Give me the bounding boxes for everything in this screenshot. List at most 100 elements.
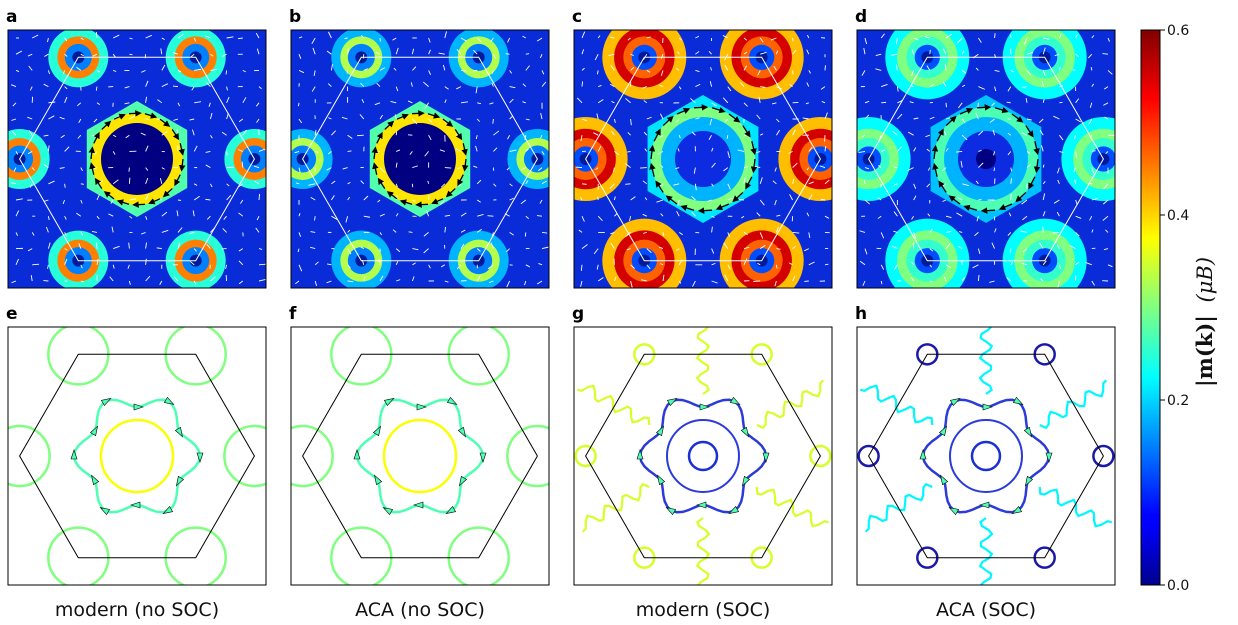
- map-ring-arrow: [454, 129, 463, 141]
- map-vector: [1022, 248, 1028, 253]
- map-vector: [210, 68, 218, 71]
- map-vector: [330, 63, 333, 71]
- map-vector: [978, 130, 984, 136]
- map-ring-arrow: [457, 174, 464, 187]
- map-vector: [897, 146, 903, 152]
- map-vector: [64, 53, 68, 57]
- map-vector: [363, 195, 369, 201]
- map-vector: [694, 183, 697, 191]
- map-vector: [630, 264, 635, 269]
- map-vector: [864, 199, 870, 205]
- map-vector: [509, 149, 517, 152]
- fermi-arrow: [1045, 452, 1053, 463]
- map-vector: [880, 33, 885, 39]
- map-vector: [112, 151, 116, 155]
- map-vector: [580, 280, 583, 287]
- map-vector: [47, 216, 50, 221]
- map-vector: [743, 51, 748, 55]
- map-vector: [297, 248, 300, 253]
- map-vector: [805, 102, 809, 105]
- map-vector: [759, 177, 763, 184]
- map-vector: [707, 199, 712, 202]
- map-vector: [1008, 212, 1012, 217]
- map-vector: [675, 167, 680, 170]
- map-vector: [775, 264, 778, 269]
- map-vector: [393, 67, 397, 71]
- map-vector: [807, 34, 810, 39]
- map-vector: [594, 53, 599, 61]
- fermi-arrow: [130, 501, 141, 509]
- map-vector: [690, 98, 696, 104]
- map-ring-arrow: [101, 120, 112, 130]
- fermi-arrow: [1023, 426, 1032, 438]
- panel-label-f: f: [289, 304, 297, 324]
- map-ring-arrow: [750, 141, 757, 156]
- fermi-pocket-3: [8, 424, 51, 488]
- map-vector: [806, 212, 810, 217]
- map-vector: [596, 70, 599, 75]
- map-vector: [327, 263, 332, 266]
- map-vector: [975, 67, 979, 71]
- map-vector: [476, 199, 481, 203]
- map-vector: [362, 54, 365, 59]
- map-vector: [492, 118, 494, 124]
- map-vector: [541, 180, 547, 185]
- map-vector: [609, 83, 615, 87]
- map-vector: [428, 49, 431, 55]
- map-vector: [210, 183, 213, 188]
- map-vector: [11, 280, 17, 284]
- fermi-arrow: [89, 425, 99, 437]
- map-vector: [31, 232, 35, 236]
- map-vector: [177, 102, 181, 107]
- map-vector: [757, 70, 761, 76]
- map-ring-arrow: [415, 201, 429, 208]
- map-vector: [1026, 151, 1031, 154]
- panel-frame: [290, 326, 550, 586]
- brillouin-zone: [302, 353, 538, 559]
- map-vector: [896, 86, 899, 92]
- map-vector: [820, 198, 826, 201]
- panel-frame: [856, 326, 1116, 586]
- map-vector: [961, 276, 966, 282]
- map-vector: [609, 183, 615, 190]
- map-vector: [47, 264, 49, 269]
- map-vector: [994, 86, 997, 92]
- map-vector: [1088, 53, 1093, 59]
- fermi-mid-contour: [949, 419, 1023, 493]
- map-vector: [127, 264, 130, 269]
- map-vector: [43, 199, 49, 202]
- map-vector: [691, 211, 696, 217]
- map-vector: [925, 134, 930, 138]
- map-vector: [806, 82, 810, 87]
- map-vector: [641, 86, 647, 89]
- map-vector: [978, 198, 982, 201]
- map-vector: [110, 199, 114, 204]
- map-vector: [193, 183, 198, 186]
- fermi-arrow: [741, 475, 751, 487]
- map-vector: [507, 134, 510, 140]
- map-ring-arrow: [93, 131, 100, 144]
- map-vector: [975, 180, 979, 185]
- map-vector: [193, 248, 197, 252]
- map-vector: [711, 280, 718, 284]
- map-ring-arrow: [113, 113, 126, 120]
- map-vector: [792, 129, 796, 136]
- map-ring-arrow: [442, 118, 454, 127]
- map-vector: [80, 232, 84, 236]
- map-vector: [792, 70, 794, 75]
- map-vector: [993, 167, 996, 172]
- map-vector: [327, 83, 332, 87]
- map-vector: [864, 100, 870, 104]
- map-vector: [489, 102, 494, 105]
- map-vector: [711, 183, 714, 187]
- fermi-arrow: [162, 505, 174, 515]
- map-vector: [360, 246, 365, 249]
- map-ring-arrow: [103, 191, 115, 200]
- map-ring-arrow: [372, 162, 379, 175]
- fermi-arrow: [728, 505, 740, 515]
- map-vector: [708, 51, 712, 55]
- map-vector: [520, 199, 527, 205]
- map-vector: [256, 118, 260, 123]
- map-vector: [345, 216, 349, 223]
- panel-frame: [573, 29, 833, 289]
